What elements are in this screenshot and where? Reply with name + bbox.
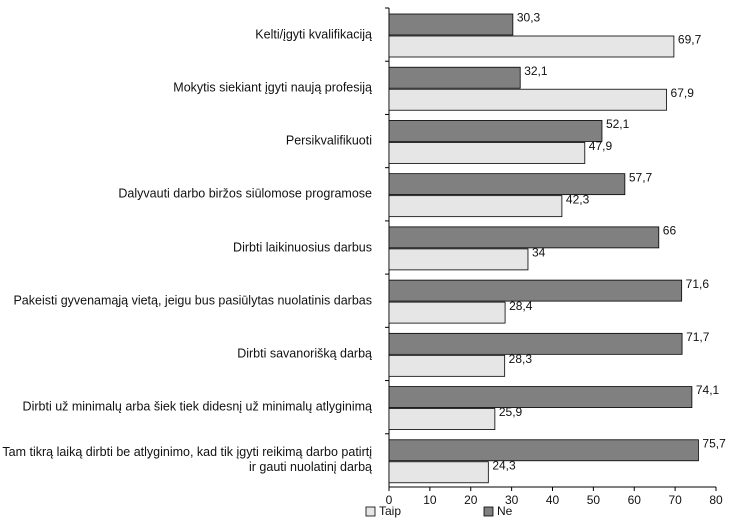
x-tick-label: 40 (546, 493, 560, 507)
bar (388, 226, 660, 249)
value-label: 75,7 (702, 436, 726, 450)
value-label: 67,9 (671, 86, 695, 100)
bar (388, 301, 506, 324)
x-tick-label: 50 (587, 493, 601, 507)
x-tick-label: 10 (423, 493, 437, 507)
bar (388, 354, 506, 377)
x-tick-label: 30 (505, 493, 519, 507)
value-label: 52,1 (606, 117, 630, 131)
value-label: 28,4 (509, 299, 533, 313)
x-tick-label: 70 (668, 493, 682, 507)
bar (388, 332, 683, 355)
category-label: Dirbti laikinuosius darbus (233, 240, 372, 254)
category-label: Dirbti savanorišką darbą (237, 346, 372, 361)
value-label: 47,9 (589, 139, 613, 153)
category-label: Mokytis siekiant įgyti naują profesiją (173, 80, 372, 95)
legend-label: Ne (497, 504, 513, 518)
category-label: Kelti/įgyti kvalifikaciją (255, 27, 372, 42)
legend-label: Taip (379, 504, 401, 518)
bar (388, 439, 699, 462)
bar (388, 13, 514, 36)
x-tick-label: 20 (464, 493, 478, 507)
category-label: Dalyvauti darbo biržos siūlomose program… (118, 186, 372, 201)
bar (388, 248, 529, 271)
bar (388, 195, 563, 218)
category-label: Dirbti už minimalų arba šiek tiek didesn… (22, 399, 372, 414)
value-label: 25,9 (499, 405, 523, 419)
category-label: Tam tikrą laiką dirbti be atlyginimo, ka… (2, 445, 372, 475)
value-label: 71,6 (686, 277, 710, 291)
x-tick-label: 60 (628, 493, 642, 507)
value-label: 24,3 (492, 458, 516, 472)
value-label: 32,1 (524, 64, 548, 78)
value-label: 57,7 (629, 170, 653, 184)
bar (388, 35, 675, 58)
value-label: 34 (532, 246, 546, 260)
value-label: 71,7 (686, 330, 710, 344)
x-tick-label: 80 (709, 493, 723, 507)
value-label: 74,1 (696, 383, 720, 397)
bar (388, 66, 521, 89)
legend-swatch (365, 506, 376, 517)
bar (388, 279, 683, 302)
value-label: 69,7 (678, 33, 702, 47)
value-label: 66 (663, 224, 677, 238)
bar (388, 173, 626, 196)
bar (388, 142, 586, 164)
legend-swatch (483, 506, 494, 517)
bar (388, 88, 667, 111)
bar (388, 386, 693, 408)
category-label: Persikvalifikuoti (285, 133, 372, 148)
bar (388, 408, 496, 430)
value-label: 42,3 (566, 192, 590, 206)
x-tick-label: 0 (386, 493, 393, 507)
category-label: Pakeisti gyvenamąją vietą, jeigu bus pas… (13, 293, 372, 308)
bar (388, 461, 489, 484)
bar (388, 120, 603, 142)
value-label: 28,3 (509, 352, 533, 366)
value-label: 30,3 (517, 11, 541, 25)
